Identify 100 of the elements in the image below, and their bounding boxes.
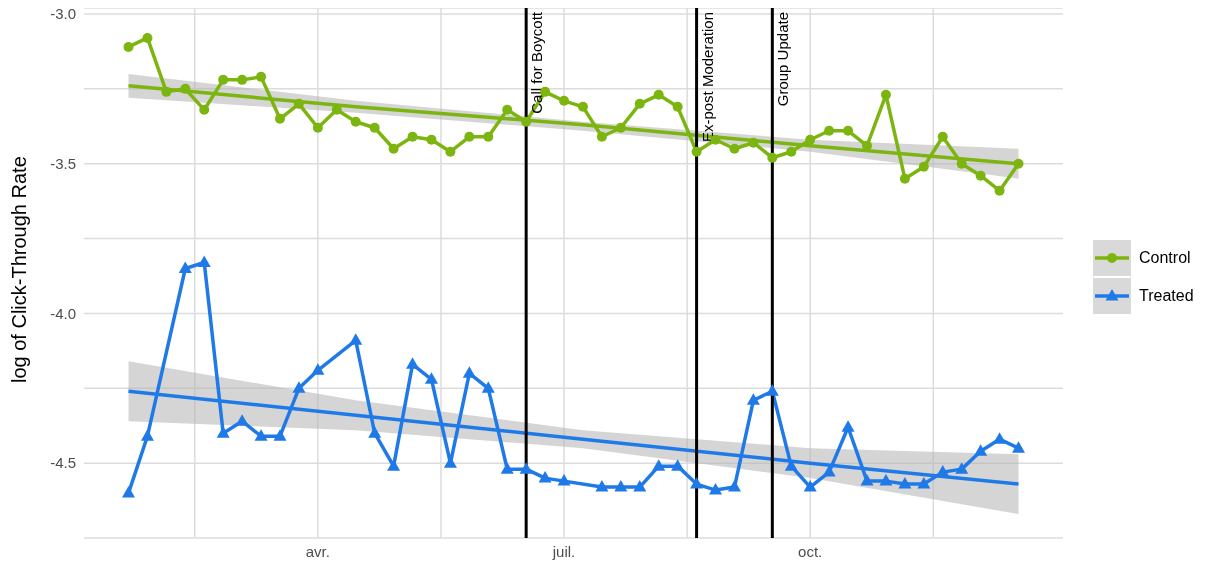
point	[216, 426, 230, 438]
y-tick-label: -3.5	[50, 155, 76, 173]
point	[784, 459, 798, 471]
point	[596, 131, 607, 142]
point	[803, 480, 817, 492]
point	[424, 372, 438, 384]
point	[521, 116, 532, 127]
point	[862, 140, 873, 151]
point	[500, 462, 514, 474]
point	[841, 420, 855, 432]
point	[994, 185, 1005, 196]
point	[559, 95, 570, 106]
point	[843, 125, 854, 136]
point	[293, 98, 304, 109]
point	[235, 414, 249, 426]
point	[178, 261, 192, 274]
point	[369, 122, 380, 133]
point	[557, 474, 571, 486]
point	[142, 32, 153, 43]
point	[615, 122, 626, 133]
point	[218, 74, 229, 85]
point	[691, 146, 702, 157]
point	[349, 333, 363, 345]
point	[955, 462, 969, 474]
point	[898, 477, 912, 489]
point	[653, 89, 664, 100]
point	[805, 134, 816, 145]
point	[140, 429, 154, 441]
point	[879, 474, 893, 486]
point	[387, 459, 401, 471]
point	[122, 486, 135, 498]
point	[918, 161, 929, 172]
point	[899, 173, 910, 184]
point	[123, 41, 134, 52]
point	[671, 459, 685, 471]
point	[577, 101, 588, 112]
y-tick-label: -3.0	[50, 5, 76, 23]
annotation: Ex-post Moderation	[698, 12, 716, 143]
point	[652, 459, 666, 471]
point	[199, 104, 210, 115]
point	[407, 131, 418, 142]
point	[445, 146, 456, 157]
point	[822, 465, 836, 477]
point	[614, 480, 628, 492]
point	[274, 113, 285, 124]
point	[481, 381, 495, 393]
point	[1012, 441, 1025, 453]
point	[937, 131, 948, 142]
point	[180, 83, 191, 94]
point	[993, 432, 1007, 444]
point	[254, 429, 268, 441]
point	[406, 357, 420, 369]
point	[312, 122, 323, 133]
point	[464, 131, 475, 142]
point	[690, 477, 704, 489]
point	[426, 134, 437, 145]
y-tick-label: -4.0	[50, 304, 76, 322]
point	[860, 474, 874, 486]
point	[786, 146, 797, 157]
point	[767, 152, 778, 163]
point	[824, 125, 835, 136]
y-tick-label: -4.5	[50, 454, 76, 472]
point	[595, 480, 609, 492]
point	[709, 483, 723, 495]
point	[634, 98, 645, 109]
point	[273, 429, 287, 441]
point	[765, 384, 779, 396]
point	[880, 89, 891, 100]
point	[974, 444, 988, 456]
point	[368, 426, 382, 438]
annotation: Call for Boycott	[528, 11, 546, 114]
point	[197, 255, 211, 268]
point	[462, 366, 476, 378]
x-tick-label: juil.	[551, 542, 576, 560]
x-tick-label: avr.	[305, 542, 330, 560]
point	[519, 462, 533, 474]
point	[311, 363, 325, 375]
point	[256, 71, 267, 82]
legend-label: Treated	[1139, 287, 1194, 305]
point	[1013, 158, 1024, 169]
point	[672, 101, 683, 112]
point	[237, 74, 248, 85]
y-axis-title: log of Click-Through Rate	[8, 156, 31, 383]
point	[729, 143, 740, 154]
point	[746, 393, 760, 405]
point	[936, 465, 950, 477]
point	[727, 480, 741, 492]
point	[388, 143, 399, 154]
point	[502, 104, 513, 115]
point	[975, 170, 986, 181]
legend-label: Control	[1139, 249, 1191, 267]
x-tick-label: oct.	[798, 542, 823, 560]
annotation: Group Update	[774, 12, 792, 107]
point	[917, 477, 931, 489]
point	[292, 381, 306, 393]
point	[483, 131, 494, 142]
point	[748, 137, 759, 148]
point	[161, 86, 172, 97]
point	[538, 471, 552, 483]
point	[633, 480, 647, 492]
